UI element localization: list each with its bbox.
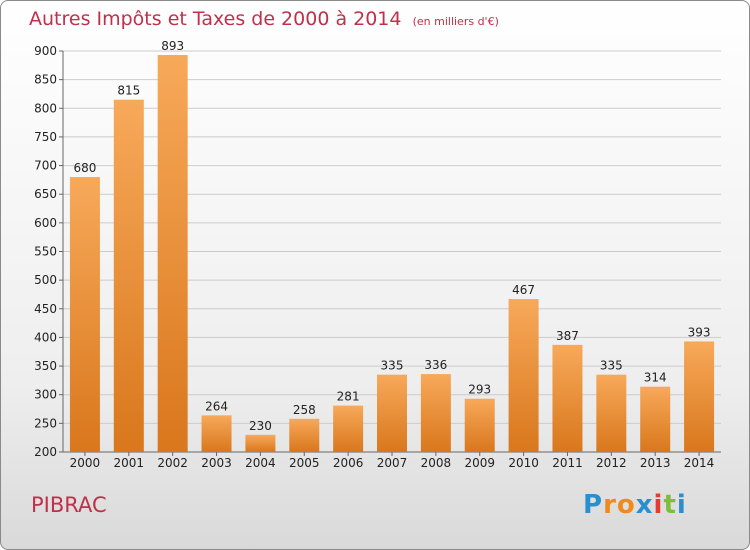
data-label: 680 [73, 161, 96, 175]
brand-letter: i [653, 490, 664, 520]
data-label: 281 [337, 390, 360, 404]
bar [201, 415, 232, 452]
data-label: 264 [205, 399, 228, 413]
brand-letter: o [616, 490, 636, 520]
y-tick-label: 500 [34, 273, 57, 287]
y-tick-label: 650 [34, 187, 57, 201]
y-tick-label: 900 [34, 44, 57, 58]
data-label: 335 [600, 359, 623, 373]
y-tick-label: 850 [34, 73, 57, 87]
data-label: 314 [644, 371, 667, 385]
x-tick-label: 2009 [464, 456, 495, 470]
bar [289, 418, 320, 452]
x-tick-label: 2006 [333, 456, 364, 470]
chart-title-block: Autres Impôts et Taxes de 2000 à 2014 (e… [29, 8, 499, 30]
bar [596, 374, 627, 452]
y-tick-label: 350 [34, 359, 57, 373]
y-tick-label: 400 [34, 330, 57, 344]
brand-letter: t [663, 490, 677, 520]
brand-letter: i [676, 490, 687, 520]
data-label: 336 [424, 358, 447, 372]
bar [333, 405, 364, 452]
brand-letter: P [583, 490, 604, 520]
bar [377, 374, 407, 452]
y-tick-label: 200 [34, 445, 57, 459]
x-tick-label: 2001 [114, 456, 145, 470]
y-tick-label: 600 [34, 216, 57, 230]
commune-name: PIBRAC [31, 493, 107, 517]
x-tick-label: 2008 [421, 456, 452, 470]
data-label: 387 [556, 329, 579, 343]
y-tick-label: 550 [34, 245, 57, 259]
y-tick-label: 300 [34, 388, 57, 402]
y-tick-label: 800 [34, 101, 57, 115]
bar [464, 398, 495, 452]
data-label: 893 [161, 39, 184, 53]
data-label: 815 [117, 84, 140, 98]
x-tick-label: 2005 [289, 456, 320, 470]
x-tick-label: 2002 [157, 456, 188, 470]
x-tick-label: 2013 [640, 456, 671, 470]
data-label: 393 [688, 325, 711, 339]
x-tick-label: 2004 [245, 456, 276, 470]
brand-letter: r [603, 490, 617, 520]
data-label: 230 [249, 419, 272, 433]
data-label: 258 [293, 403, 316, 417]
y-tick-label: 700 [34, 159, 57, 173]
y-tick-label: 250 [34, 416, 57, 430]
data-label: 293 [468, 383, 491, 397]
bar [640, 386, 671, 452]
data-label: 467 [512, 283, 535, 297]
x-tick-label: 2010 [508, 456, 539, 470]
bar [508, 299, 539, 452]
brand-logo: Proxiti [583, 490, 687, 520]
x-tick-label: 2003 [201, 456, 232, 470]
data-label: 335 [381, 359, 404, 373]
bar [420, 374, 451, 452]
bar [113, 99, 144, 452]
bar [69, 177, 100, 452]
chart-subtitle: (en milliers d'€) [412, 15, 499, 28]
x-tick-label: 2011 [552, 456, 583, 470]
x-tick-label: 2007 [377, 456, 408, 470]
chart-title: Autres Impôts et Taxes de 2000 à 2014 [29, 8, 402, 30]
y-tick-label: 750 [34, 130, 57, 144]
x-tick-label: 2012 [596, 456, 627, 470]
bar [245, 434, 276, 452]
x-tick-label: 2000 [70, 456, 101, 470]
brand-letter: x [635, 490, 654, 520]
x-tick-label: 2014 [684, 456, 715, 470]
bar [684, 341, 715, 452]
y-tick-label: 450 [34, 302, 57, 316]
bar [157, 55, 188, 452]
bar [552, 344, 583, 452]
